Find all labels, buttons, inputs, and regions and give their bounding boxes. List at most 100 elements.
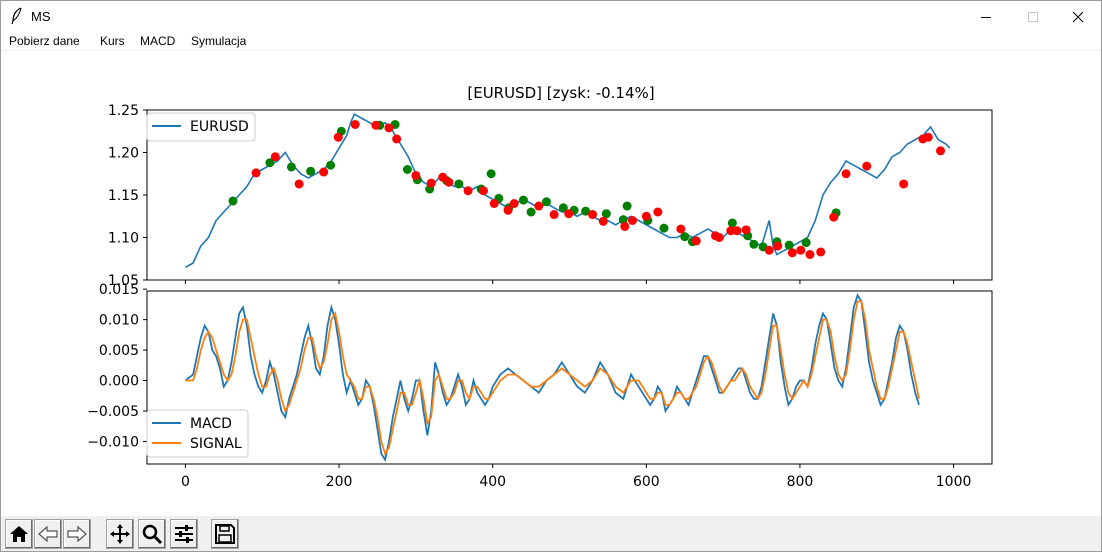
close-button[interactable] bbox=[1055, 1, 1101, 32]
configure-subplots-button[interactable] bbox=[170, 519, 198, 549]
sell-marker bbox=[426, 178, 436, 188]
price-axes: 1.05 1.10 1.15 1.20 1.25 EURUSD bbox=[108, 103, 993, 289]
sell-marker bbox=[829, 212, 839, 222]
sell-marker bbox=[251, 168, 261, 178]
sell-marker bbox=[691, 236, 701, 246]
sell-marker bbox=[411, 170, 421, 180]
menu-symulacja[interactable]: Symulacja bbox=[191, 34, 247, 48]
buy-marker bbox=[784, 240, 794, 250]
sell-marker bbox=[588, 210, 598, 220]
price-ytick-label: 1.25 bbox=[108, 103, 139, 119]
menu-bar: Pobierz dane Kurs MACD Symulacja bbox=[1, 32, 1101, 51]
legend-macd: MACD bbox=[190, 416, 232, 432]
buy-marker bbox=[454, 179, 464, 189]
buy-marker bbox=[749, 239, 759, 249]
zoom-button[interactable] bbox=[138, 519, 166, 549]
sell-marker bbox=[438, 172, 448, 182]
buy-marker bbox=[286, 162, 296, 172]
sell-marker bbox=[549, 210, 559, 220]
menu-pobierz-dane[interactable]: Pobierz dane bbox=[9, 34, 80, 48]
signal-line bbox=[185, 300, 920, 456]
sell-marker bbox=[371, 120, 381, 130]
home-icon bbox=[10, 526, 28, 542]
sell-marker bbox=[294, 179, 304, 189]
sell-marker bbox=[598, 216, 608, 226]
plot-canvas[interactable]: [EURUSD] [zysk: -0.14%] 1.05 1.10 1.15 1.20… bbox=[1, 52, 1101, 516]
buy-marker bbox=[601, 209, 611, 219]
price-legend: EURUSD bbox=[146, 112, 256, 142]
sell-marker bbox=[384, 123, 394, 133]
minimize-icon bbox=[981, 16, 991, 18]
menu-kurs[interactable]: Kurs bbox=[100, 34, 125, 48]
sell-marker bbox=[862, 161, 872, 171]
home-button[interactable] bbox=[5, 519, 33, 549]
macd-ytick-label: 0.000 bbox=[99, 374, 139, 390]
buy-marker bbox=[526, 207, 536, 217]
sell-marker bbox=[841, 169, 851, 179]
sell-marker bbox=[620, 221, 630, 231]
macd-ytick-label: 0.010 bbox=[99, 313, 139, 329]
buy-marker bbox=[265, 158, 275, 168]
buy-marker bbox=[486, 169, 496, 179]
buy-marker bbox=[402, 165, 412, 174]
window-title: MS bbox=[31, 9, 51, 24]
price-ytick-label: 1.15 bbox=[108, 188, 139, 204]
sell-marker bbox=[503, 205, 513, 215]
buy-marker bbox=[558, 203, 568, 213]
sell-marker bbox=[392, 134, 402, 144]
buy-marker bbox=[622, 201, 632, 211]
macd-ytick-label: 0.015 bbox=[99, 282, 139, 298]
configure-subplots-icon bbox=[175, 525, 193, 543]
sell-marker bbox=[478, 186, 488, 196]
buy-marker bbox=[680, 232, 690, 242]
sell-marker bbox=[509, 199, 519, 208]
buy-marker bbox=[228, 196, 238, 206]
price-ytick-label: 1.20 bbox=[108, 146, 139, 162]
minimize-button[interactable] bbox=[963, 1, 1009, 32]
buy-marker bbox=[618, 215, 628, 225]
buy-marker bbox=[659, 223, 669, 233]
sell-marker bbox=[741, 225, 751, 235]
sell-marker bbox=[333, 132, 343, 142]
macd-legend: MACD SIGNAL bbox=[146, 409, 249, 458]
maximize-icon bbox=[1028, 11, 1038, 22]
sell-marker bbox=[714, 233, 724, 242]
macd-line bbox=[184, 293, 920, 463]
sell-marker bbox=[805, 250, 815, 259]
sell-marker bbox=[534, 201, 544, 211]
zoom-icon bbox=[142, 524, 163, 545]
legend-signal: SIGNAL bbox=[190, 436, 242, 452]
back-icon bbox=[38, 525, 58, 543]
sell-marker bbox=[676, 224, 686, 234]
forward-button[interactable] bbox=[63, 519, 91, 549]
buy-marker bbox=[306, 166, 316, 176]
price-ytick-label: 1.05 bbox=[108, 273, 139, 289]
sell-marker bbox=[564, 209, 574, 219]
sell-marker bbox=[627, 216, 637, 225]
buy-marker bbox=[518, 195, 528, 205]
save-button[interactable] bbox=[211, 519, 239, 549]
sell-marker bbox=[732, 226, 742, 236]
sell-marker bbox=[816, 247, 826, 257]
macd-xtick-label: 200 bbox=[326, 474, 353, 490]
close-icon bbox=[1072, 11, 1084, 22]
maximize-button[interactable] bbox=[1010, 1, 1056, 32]
pan-button[interactable] bbox=[106, 519, 134, 549]
sell-marker bbox=[641, 211, 651, 221]
menu-macd[interactable]: MACD bbox=[140, 34, 176, 48]
macd-ytick-label: 0.005 bbox=[99, 343, 139, 359]
buy-marker bbox=[801, 238, 811, 248]
price-ytick-label: 1.10 bbox=[108, 231, 139, 247]
sell-marker bbox=[787, 248, 797, 258]
navigation-toolbar bbox=[1, 516, 1101, 551]
sell-marker bbox=[463, 186, 473, 196]
back-button[interactable] bbox=[34, 519, 62, 549]
sell-marker bbox=[444, 177, 454, 187]
sell-marker bbox=[773, 241, 783, 251]
macd-ytick-label: −0.005 bbox=[87, 404, 139, 420]
title-bar[interactable]: MS bbox=[1, 1, 1101, 32]
sell-marker bbox=[796, 245, 806, 255]
sell-marker bbox=[653, 207, 663, 217]
save-icon bbox=[215, 524, 235, 544]
feather-icon bbox=[11, 7, 22, 25]
